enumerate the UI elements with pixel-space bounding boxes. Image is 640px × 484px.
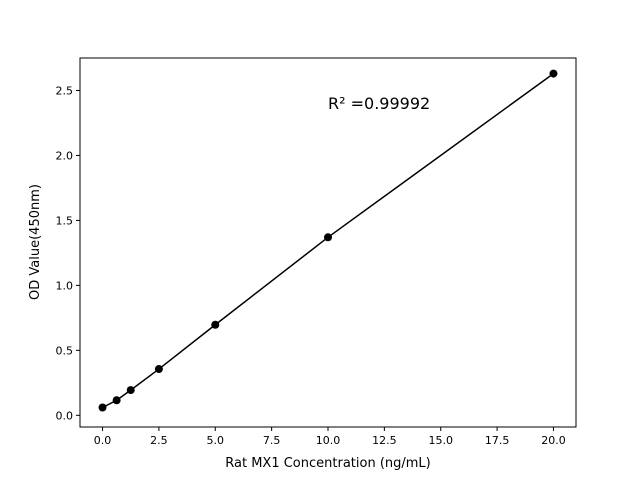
x-tick-label: 0.0 [94,434,112,447]
y-axis-ticks: 0.0 0.5 1.0 1.5 2.0 2.5 [56,84,80,422]
data-point [211,320,220,329]
x-tick-label: 2.5 [150,434,168,447]
x-tick-label: 12.5 [372,434,397,447]
y-tick-label: 0.0 [56,409,74,422]
data-point [154,365,163,374]
plot-marks [98,69,558,412]
x-tick-label: 10.0 [316,434,341,447]
y-tick-label: 0.5 [56,344,74,357]
y-tick-label: 1.0 [56,279,74,292]
y-axis-label: OD Value(450nm) [28,184,43,300]
x-tick-label: 20.0 [541,434,566,447]
r-squared-annotation: R² =0.99992 [328,94,430,113]
x-axis-label: Rat MX1 Concentration (ng/mL) [225,456,431,471]
y-tick-label: 1.5 [56,214,74,227]
x-tick-label: 17.5 [485,434,510,447]
data-point [126,386,135,395]
data-point [112,396,121,405]
data-point [324,233,332,242]
data-point [549,69,558,78]
y-tick-label: 2.0 [56,149,74,162]
y-tick-label: 2.5 [56,84,74,97]
x-tick-label: 7.5 [263,434,281,447]
x-axis-ticks: 0.0 2.5 5.0 7.5 10.0 12.5 15.0 17.5 20.0 [94,427,566,447]
data-point [98,403,107,412]
x-tick-label: 15.0 [428,434,453,447]
x-tick-label: 5.0 [207,434,225,447]
